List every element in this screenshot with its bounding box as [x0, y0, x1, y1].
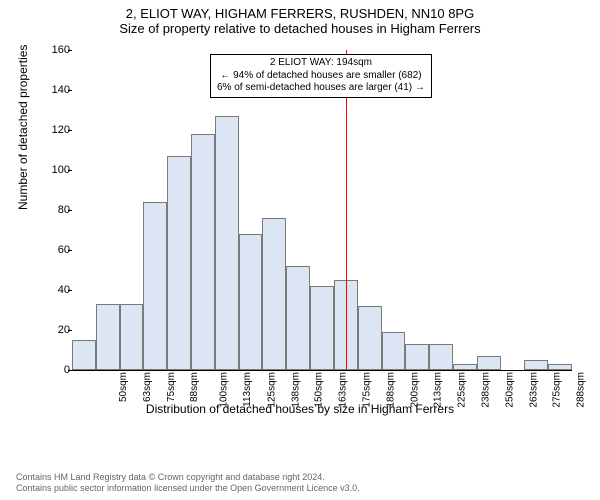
- x-tick-label: 63sqm: [142, 372, 153, 402]
- x-axis-label: Distribution of detached houses by size …: [20, 402, 580, 416]
- y-tick-mark: [68, 170, 72, 171]
- plot-area: 2 ELIOT WAY: 194sqm← 94% of detached hou…: [72, 50, 572, 371]
- chart-container: Number of detached properties 2 ELIOT WA…: [20, 40, 580, 420]
- y-tick-mark: [68, 50, 72, 51]
- y-tick-label: 40: [42, 284, 70, 296]
- histogram-bar: [72, 340, 96, 370]
- y-tick-label: 80: [42, 204, 70, 216]
- histogram-bar: [477, 356, 501, 370]
- footer-line-2: Contains public sector information licen…: [16, 483, 360, 494]
- histogram-bar: [524, 360, 548, 370]
- reference-line: [346, 50, 347, 370]
- annotation-line-3: 6% of semi-detached houses are larger (4…: [217, 82, 425, 95]
- x-tick-label: 88sqm: [189, 372, 200, 402]
- y-tick-label: 140: [42, 84, 70, 96]
- y-tick-label: 120: [42, 124, 70, 136]
- histogram-bar: [548, 364, 572, 370]
- y-tick-mark: [68, 370, 72, 371]
- histogram-bar: [191, 134, 215, 370]
- histogram-bar: [405, 344, 429, 370]
- histogram-bar: [215, 116, 239, 370]
- y-axis-label: Number of detached properties: [16, 45, 30, 210]
- chart-title-main: 2, ELIOT WAY, HIGHAM FERRERS, RUSHDEN, N…: [0, 0, 600, 21]
- histogram-bar: [286, 266, 310, 370]
- x-tick-label: 75sqm: [166, 372, 177, 402]
- y-tick-label: 0: [42, 364, 70, 376]
- y-tick-mark: [68, 330, 72, 331]
- histogram-bar: [143, 202, 167, 370]
- histogram-bar: [96, 304, 120, 370]
- y-tick-label: 160: [42, 44, 70, 56]
- histogram-bar: [429, 344, 453, 370]
- y-tick-mark: [68, 250, 72, 251]
- footer-line-1: Contains HM Land Registry data © Crown c…: [16, 472, 360, 483]
- y-tick-label: 60: [42, 244, 70, 256]
- y-tick-mark: [68, 290, 72, 291]
- histogram-bar: [167, 156, 191, 370]
- x-tick-label: 50sqm: [118, 372, 129, 402]
- y-tick-label: 20: [42, 324, 70, 336]
- histogram-bar: [310, 286, 334, 370]
- chart-title-sub: Size of property relative to detached ho…: [0, 21, 600, 40]
- histogram-bar: [120, 304, 144, 370]
- histogram-bar: [453, 364, 477, 370]
- y-tick-mark: [68, 130, 72, 131]
- histogram-bar: [262, 218, 286, 370]
- annotation-line-1: 2 ELIOT WAY: 194sqm: [217, 57, 425, 70]
- y-tick-mark: [68, 210, 72, 211]
- y-tick-mark: [68, 90, 72, 91]
- annotation-box: 2 ELIOT WAY: 194sqm← 94% of detached hou…: [210, 54, 432, 98]
- footer-attribution: Contains HM Land Registry data © Crown c…: [16, 472, 360, 495]
- histogram-bar: [239, 234, 263, 370]
- histogram-bar: [358, 306, 382, 370]
- annotation-line-2: ← 94% of detached houses are smaller (68…: [217, 70, 425, 83]
- y-tick-label: 100: [42, 164, 70, 176]
- histogram-bar: [382, 332, 406, 370]
